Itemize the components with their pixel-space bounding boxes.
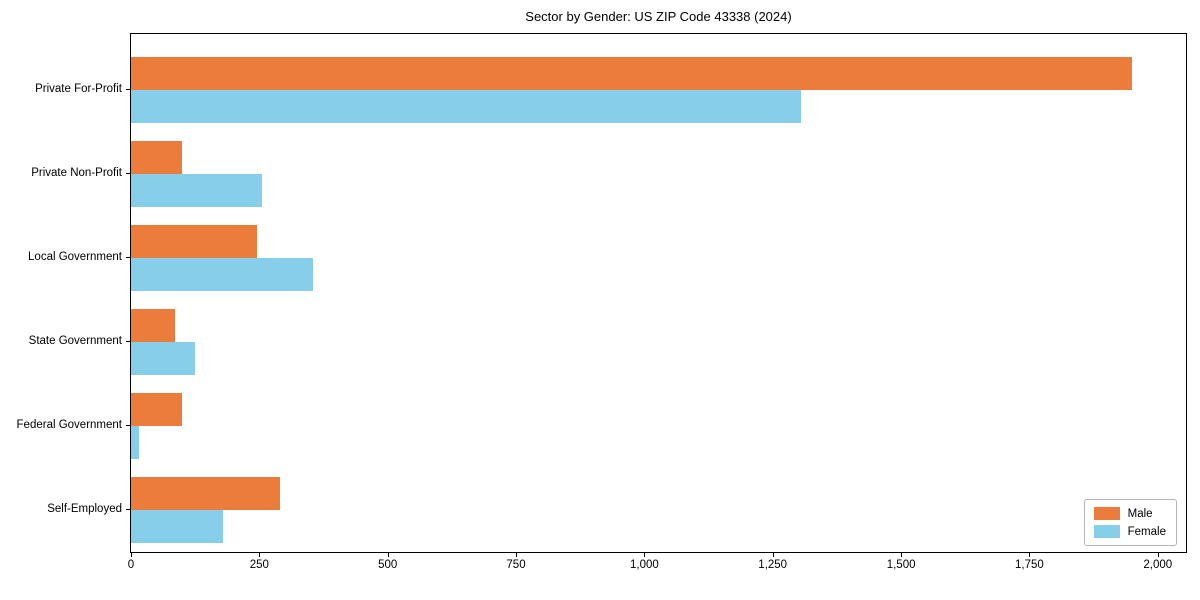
bar-female-1 (131, 90, 801, 123)
bar-female-2 (131, 174, 262, 207)
y-axis-label: State Government (28, 335, 122, 347)
legend-row-male: Male (1093, 507, 1166, 520)
y-axis-tick (126, 341, 130, 342)
bar-male-6 (131, 477, 280, 510)
bar-male-2 (131, 141, 183, 174)
x-axis-tick-label: 1,500 (886, 559, 916, 571)
x-axis-tick (387, 553, 389, 557)
y-axis-tick (126, 509, 130, 510)
x-axis-tick (901, 553, 903, 557)
y-axis-label: Self-Employed (47, 503, 122, 515)
y-axis-tick (126, 425, 130, 426)
bar-male-4 (131, 309, 175, 342)
y-axis-label: Federal Government (16, 419, 122, 431)
bar-female-5 (131, 426, 139, 459)
bar-male-3 (131, 225, 257, 258)
bar-female-6 (131, 510, 224, 543)
x-axis-tick-label: 500 (378, 559, 398, 571)
y-axis-tick (126, 173, 130, 174)
x-axis-tick-label: 250 (249, 559, 269, 571)
bar-female-3 (131, 258, 314, 291)
bar-male-5 (131, 393, 183, 426)
x-axis-tick (259, 553, 261, 557)
plot-area: Male Female (130, 33, 1187, 553)
bar-male-1 (131, 57, 1133, 90)
legend-row-female: Female (1093, 525, 1166, 538)
x-axis-tick (516, 553, 517, 557)
x-axis-tick (772, 553, 774, 557)
x-axis-tick-label: 2,000 (1143, 559, 1173, 571)
chart-title: Sector by Gender: US ZIP Code 43338 (202… (525, 9, 792, 24)
x-axis-tick-label: 1,000 (630, 559, 659, 571)
x-axis-tick (644, 553, 646, 557)
x-axis-tick-label: 1,750 (1015, 559, 1044, 571)
x-axis-tick-label: 1,250 (758, 559, 788, 571)
legend-swatch-female (1093, 525, 1120, 538)
x-axis-tick (1157, 553, 1159, 557)
x-axis-tick (1029, 553, 1031, 557)
x-axis-tick (131, 553, 132, 557)
legend: Male Female (1083, 499, 1177, 546)
y-axis-label: Local Government (28, 251, 122, 263)
bar-female-4 (131, 342, 196, 375)
x-axis-tick-label: 750 (506, 559, 526, 571)
y-axis-label: Private Non-Profit (31, 167, 122, 179)
y-axis-label: Private For-Profit (35, 83, 122, 95)
legend-swatch-male (1093, 507, 1120, 520)
y-axis-tick (126, 257, 130, 258)
y-axis-tick (126, 89, 130, 90)
legend-label-female: Female (1127, 525, 1166, 538)
x-axis-tick-label: 0 (127, 559, 135, 571)
legend-label-male: Male (1127, 507, 1153, 520)
